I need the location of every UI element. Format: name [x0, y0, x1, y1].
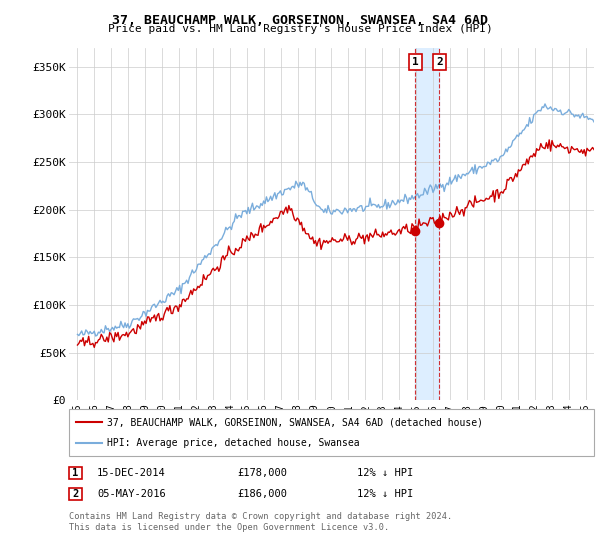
- Text: 12% ↓ HPI: 12% ↓ HPI: [357, 468, 413, 478]
- Text: Contains HM Land Registry data © Crown copyright and database right 2024.
This d: Contains HM Land Registry data © Crown c…: [69, 512, 452, 532]
- Text: Price paid vs. HM Land Registry's House Price Index (HPI): Price paid vs. HM Land Registry's House …: [107, 24, 493, 34]
- Text: 2: 2: [73, 489, 79, 499]
- Text: 15-DEC-2014: 15-DEC-2014: [97, 468, 166, 478]
- Text: 37, BEAUCHAMP WALK, GORSEINON, SWANSEA, SA4 6AD: 37, BEAUCHAMP WALK, GORSEINON, SWANSEA, …: [112, 14, 488, 27]
- Text: 2: 2: [436, 57, 443, 67]
- Text: 37, BEAUCHAMP WALK, GORSEINON, SWANSEA, SA4 6AD (detached house): 37, BEAUCHAMP WALK, GORSEINON, SWANSEA, …: [107, 417, 483, 427]
- Bar: [415, 48, 439, 400]
- Text: 05-MAY-2016: 05-MAY-2016: [97, 489, 166, 499]
- Text: 1: 1: [73, 468, 79, 478]
- Text: HPI: Average price, detached house, Swansea: HPI: Average price, detached house, Swan…: [107, 438, 359, 448]
- Text: 1: 1: [412, 57, 419, 67]
- Text: £186,000: £186,000: [237, 489, 287, 499]
- Text: £178,000: £178,000: [237, 468, 287, 478]
- Text: 12% ↓ HPI: 12% ↓ HPI: [357, 489, 413, 499]
